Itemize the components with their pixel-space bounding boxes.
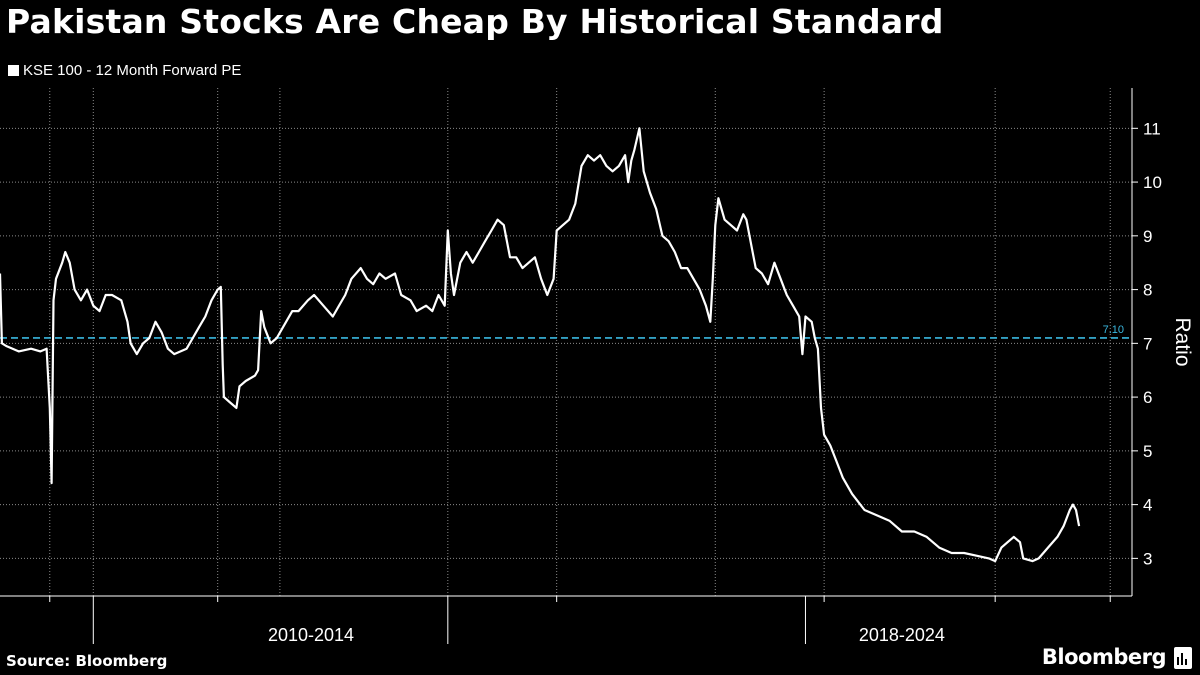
y-tick-label: 3 — [1143, 549, 1152, 568]
y-tick-label: 11 — [1143, 119, 1161, 138]
source-note: Source: Bloomberg — [6, 652, 168, 670]
gridlines — [0, 88, 1132, 596]
bloomberg-icon — [1174, 647, 1192, 669]
y-tick-label: 7 — [1143, 334, 1152, 353]
y-tick-label: 8 — [1143, 281, 1152, 300]
legend-swatch — [8, 65, 19, 76]
bloomberg-logo: Bloomberg — [1041, 645, 1167, 669]
y-tick-label: 6 — [1143, 388, 1152, 407]
y-axis: 3 4 5 6 7 8 9 10 11 Ratio — [1131, 88, 1194, 596]
y-tick-label: 9 — [1143, 227, 1152, 246]
series-line-kse100-pe — [0, 127, 1081, 563]
x-period-label: 2018-2024 — [859, 625, 945, 645]
series-layer — [0, 127, 1081, 563]
legend: KSE 100 - 12 Month Forward PE — [8, 62, 241, 79]
reference-line-label: 7.10 — [1103, 324, 1124, 336]
y-tick-label: 10 — [1143, 173, 1162, 192]
y-tick-label: 5 — [1143, 442, 1152, 461]
y-axis-label: Ratio — [1171, 317, 1194, 366]
x-axis: 2010-2014 2018-2024 — [0, 595, 1132, 645]
y-tick-label: 4 — [1143, 496, 1152, 515]
reference-line: 7.10 — [0, 324, 1130, 339]
legend-label: KSE 100 - 12 Month Forward PE — [23, 62, 242, 79]
chart-title: Pakistan Stocks Are Cheap By Historical … — [6, 2, 944, 41]
x-period-label: 2010-2014 — [268, 625, 354, 645]
